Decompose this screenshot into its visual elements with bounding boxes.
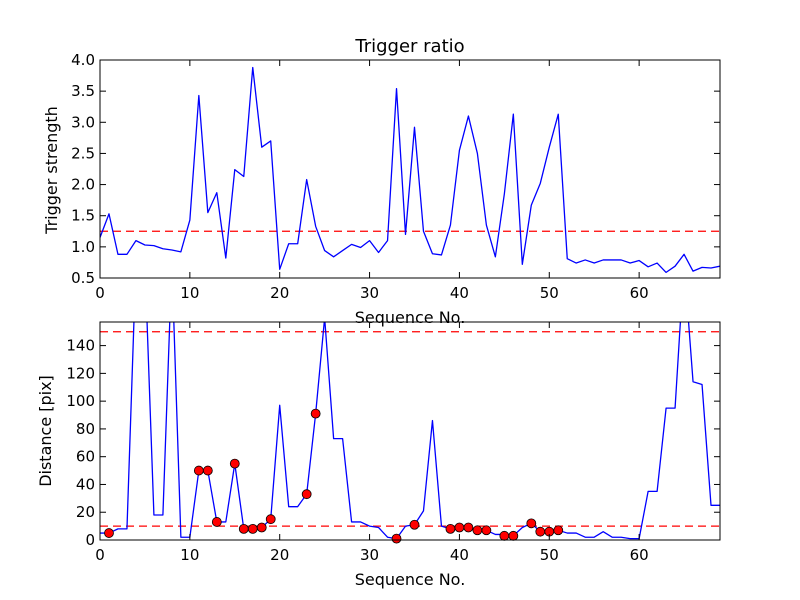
x-tick-label: 40 <box>450 284 469 302</box>
data-point-marker <box>445 523 456 534</box>
y-tick-label: 100 <box>66 392 95 410</box>
data-point-marker <box>508 530 519 541</box>
plot-frame <box>99 59 721 279</box>
data-point-marker <box>310 408 321 419</box>
y-tick-label: 0.5 <box>71 269 95 287</box>
x-tick-label: 20 <box>270 546 289 564</box>
data-point-marker <box>193 465 204 476</box>
trigger-ratio-chart: Trigger ratio Sequence No. Trigger stren… <box>42 36 721 327</box>
y-tick-label: 20 <box>76 503 95 521</box>
x-tick-label: 30 <box>360 284 379 302</box>
x-tick-label: 60 <box>630 546 649 564</box>
y-axis-label: Distance [pix] <box>36 375 55 487</box>
data-point-marker <box>301 489 312 500</box>
x-axis-label: Sequence No. <box>355 308 466 327</box>
data-point-marker <box>104 528 114 538</box>
data-point-marker <box>535 526 546 537</box>
series-line <box>100 66 720 274</box>
x-tick-label: 0 <box>95 546 105 564</box>
x-tick-label: 40 <box>450 546 469 564</box>
x-tick-label: 0 <box>95 284 105 302</box>
y-tick-label: 2.0 <box>71 176 95 194</box>
y-tick-label: 40 <box>76 475 95 493</box>
x-tick-label: 30 <box>360 546 379 564</box>
y-tick-label: 0 <box>85 531 95 549</box>
x-axis-label: Sequence No. <box>355 570 466 589</box>
data-point-marker <box>409 519 420 530</box>
y-tick-label: 60 <box>76 448 95 466</box>
data-point-marker <box>481 525 492 536</box>
y-axis-label: Trigger strength <box>42 106 61 235</box>
data-point-marker <box>526 518 537 529</box>
y-tick-label: 3.5 <box>71 82 95 100</box>
x-tick-label: 50 <box>540 546 559 564</box>
data-point-marker <box>454 522 465 533</box>
data-point-marker <box>391 533 402 544</box>
y-tick-label: 140 <box>66 337 95 355</box>
chart-title: Trigger ratio <box>354 36 464 57</box>
y-tick-label: 2.5 <box>71 144 95 162</box>
x-tick-label: 60 <box>630 284 649 302</box>
y-tick-label: 1.0 <box>71 238 95 256</box>
x-tick-label: 50 <box>540 284 559 302</box>
data-point-marker <box>499 530 510 541</box>
distance-chart: Sequence No. Distance [pix] 0 10 20 30 40 50 6… <box>36 321 721 589</box>
data-point-marker <box>202 465 213 476</box>
x-tick-label: 20 <box>270 284 289 302</box>
data-point-marker <box>229 458 240 469</box>
data-point-marker <box>238 523 249 534</box>
data-point-marker <box>472 525 483 536</box>
data-point-marker <box>247 523 258 534</box>
data-point-marker <box>256 522 267 533</box>
y-tick-label: 3.0 <box>71 113 95 131</box>
x-tick-label: 10 <box>180 546 199 564</box>
plot-frame <box>99 321 721 541</box>
data-point-marker <box>211 517 222 527</box>
y-tick-label: 4.0 <box>71 51 95 69</box>
y-tick-label: 120 <box>66 364 95 382</box>
data-point-marker <box>265 514 276 525</box>
y-tick-label: 1.5 <box>71 207 95 225</box>
data-point-marker <box>553 525 564 536</box>
x-tick-label: 10 <box>180 284 199 302</box>
data-point-marker <box>463 522 474 533</box>
y-tick-label: 80 <box>76 420 95 438</box>
